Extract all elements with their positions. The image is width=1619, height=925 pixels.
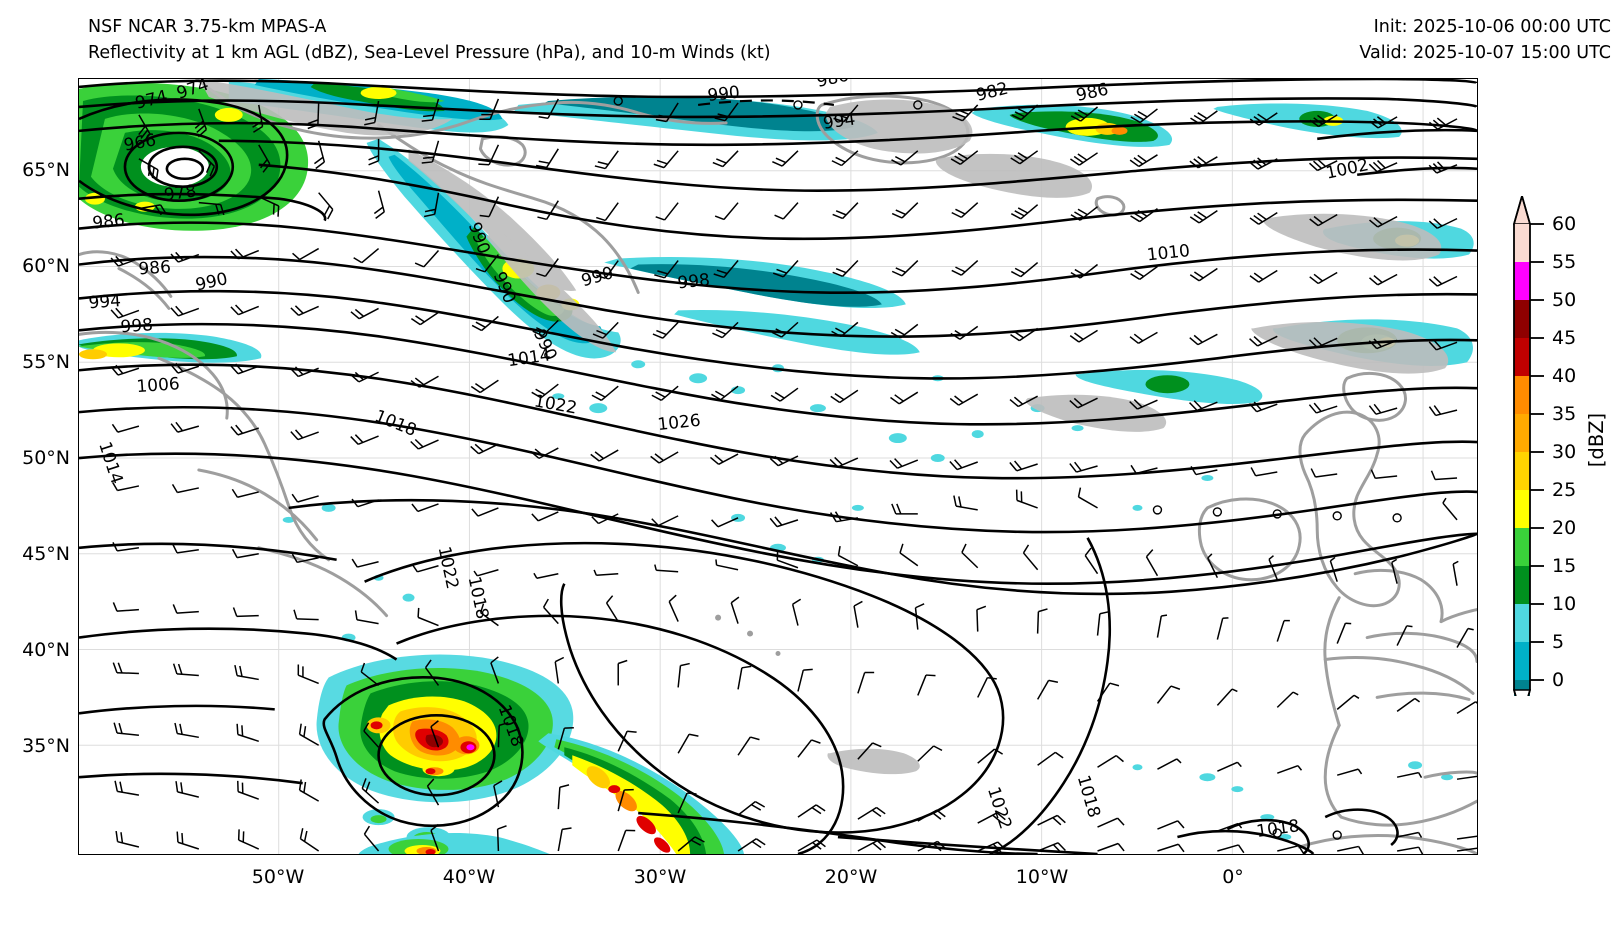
ytick-40n: 40°N — [22, 639, 70, 661]
ytick-50n: 50°N — [22, 447, 70, 469]
map-canvas: 966 974 974 978 986 986 990 994 998 1006… — [79, 79, 1477, 854]
svg-text:978: 978 — [163, 180, 198, 204]
svg-text:1014: 1014 — [95, 439, 127, 486]
svg-text:1018: 1018 — [465, 574, 494, 620]
cbar-tick-55: 55 — [1552, 251, 1577, 273]
svg-text:986: 986 — [1074, 79, 1110, 105]
xtick-0: 0° — [1222, 866, 1244, 888]
svg-text:1006: 1006 — [136, 373, 180, 396]
colorbar: 60 55 50 45 40 35 30 25 20 15 10 5 0 — [1496, 196, 1616, 696]
svg-text:1022: 1022 — [984, 784, 1016, 831]
svg-text:986: 986 — [138, 256, 172, 278]
cbar-tick-45: 45 — [1552, 327, 1577, 349]
svg-text:990: 990 — [706, 82, 740, 105]
valid-time: Valid: 2025-10-07 15:00 UTC — [1359, 43, 1611, 63]
reflectivity-scattered-cells — [282, 360, 1214, 642]
reflectivity-ne-atlantic — [971, 103, 1402, 147]
cbar-tick-0: 0 — [1552, 669, 1565, 691]
colorbar-label: [dBZ] — [1585, 412, 1608, 468]
svg-text:1026: 1026 — [656, 410, 701, 434]
svg-text:1022: 1022 — [435, 544, 464, 590]
reflectivity-southern-cells — [358, 832, 551, 854]
map-gridlines — [79, 79, 1477, 854]
model-title: NSF NCAR 3.75-km MPAS-A — [88, 17, 327, 37]
xtick-50w: 50°W — [251, 866, 305, 888]
ytick-65n: 65°N — [22, 159, 70, 181]
cbar-tick-20: 20 — [1552, 517, 1577, 539]
ytick-60n: 60°N — [22, 255, 70, 277]
svg-text:1018: 1018 — [1074, 773, 1105, 820]
header-right: Init: 2025-10-06 00:00 UTC Valid: 2025-1… — [1359, 14, 1611, 66]
reflectivity-cutoff-low-convection — [316, 654, 574, 803]
map-plot-area: 966 974 974 978 986 986 990 994 998 1006… — [78, 78, 1478, 855]
colorbar-svg — [1512, 196, 1544, 696]
header-left: NSF NCAR 3.75-km MPAS-A Reflectivity at … — [88, 14, 771, 66]
ytick-55n: 55°N — [22, 351, 70, 373]
cbar-tick-30: 30 — [1552, 441, 1577, 463]
svg-text:982: 982 — [974, 79, 1010, 105]
ytick-35n: 35°N — [22, 735, 70, 757]
cbar-tick-25: 25 — [1552, 479, 1577, 501]
svg-text:986: 986 — [815, 79, 851, 91]
cbar-tick-60: 60 — [1552, 213, 1577, 235]
xtick-40w: 40°W — [442, 866, 496, 888]
colorbar-swatches — [1512, 196, 1544, 696]
svg-text:994: 994 — [88, 290, 122, 312]
xtick-20w: 20°W — [824, 866, 878, 888]
cbar-tick-50: 50 — [1552, 289, 1577, 311]
svg-text:1010: 1010 — [1146, 240, 1191, 264]
ytick-45n: 45°N — [22, 543, 70, 565]
cbar-tick-10: 10 — [1552, 593, 1577, 615]
svg-text:1018: 1018 — [372, 405, 420, 440]
xtick-30w: 30°W — [633, 866, 687, 888]
reflectivity-trailing-band — [362, 733, 745, 854]
cbar-tick-15: 15 — [1552, 555, 1577, 577]
cbar-tick-40: 40 — [1552, 365, 1577, 387]
svg-text:986: 986 — [91, 209, 125, 232]
svg-text:1022: 1022 — [533, 390, 579, 417]
slp-contours — [79, 79, 1477, 854]
cbar-tick-5: 5 — [1552, 631, 1565, 653]
reflectivity-wrap-band — [514, 96, 920, 355]
reflectivity-newfoundland-band — [79, 332, 262, 363]
svg-text:998: 998 — [676, 269, 710, 292]
init-time: Init: 2025-10-06 00:00 UTC — [1373, 17, 1611, 37]
cbar-tick-35: 35 — [1552, 403, 1577, 425]
reflectivity-field — [79, 79, 1474, 854]
svg-text:998: 998 — [120, 314, 154, 336]
field-title: Reflectivity at 1 km AGL (dBZ), Sea-Leve… — [88, 43, 771, 63]
xtick-10w: 10°W — [1015, 866, 1069, 888]
